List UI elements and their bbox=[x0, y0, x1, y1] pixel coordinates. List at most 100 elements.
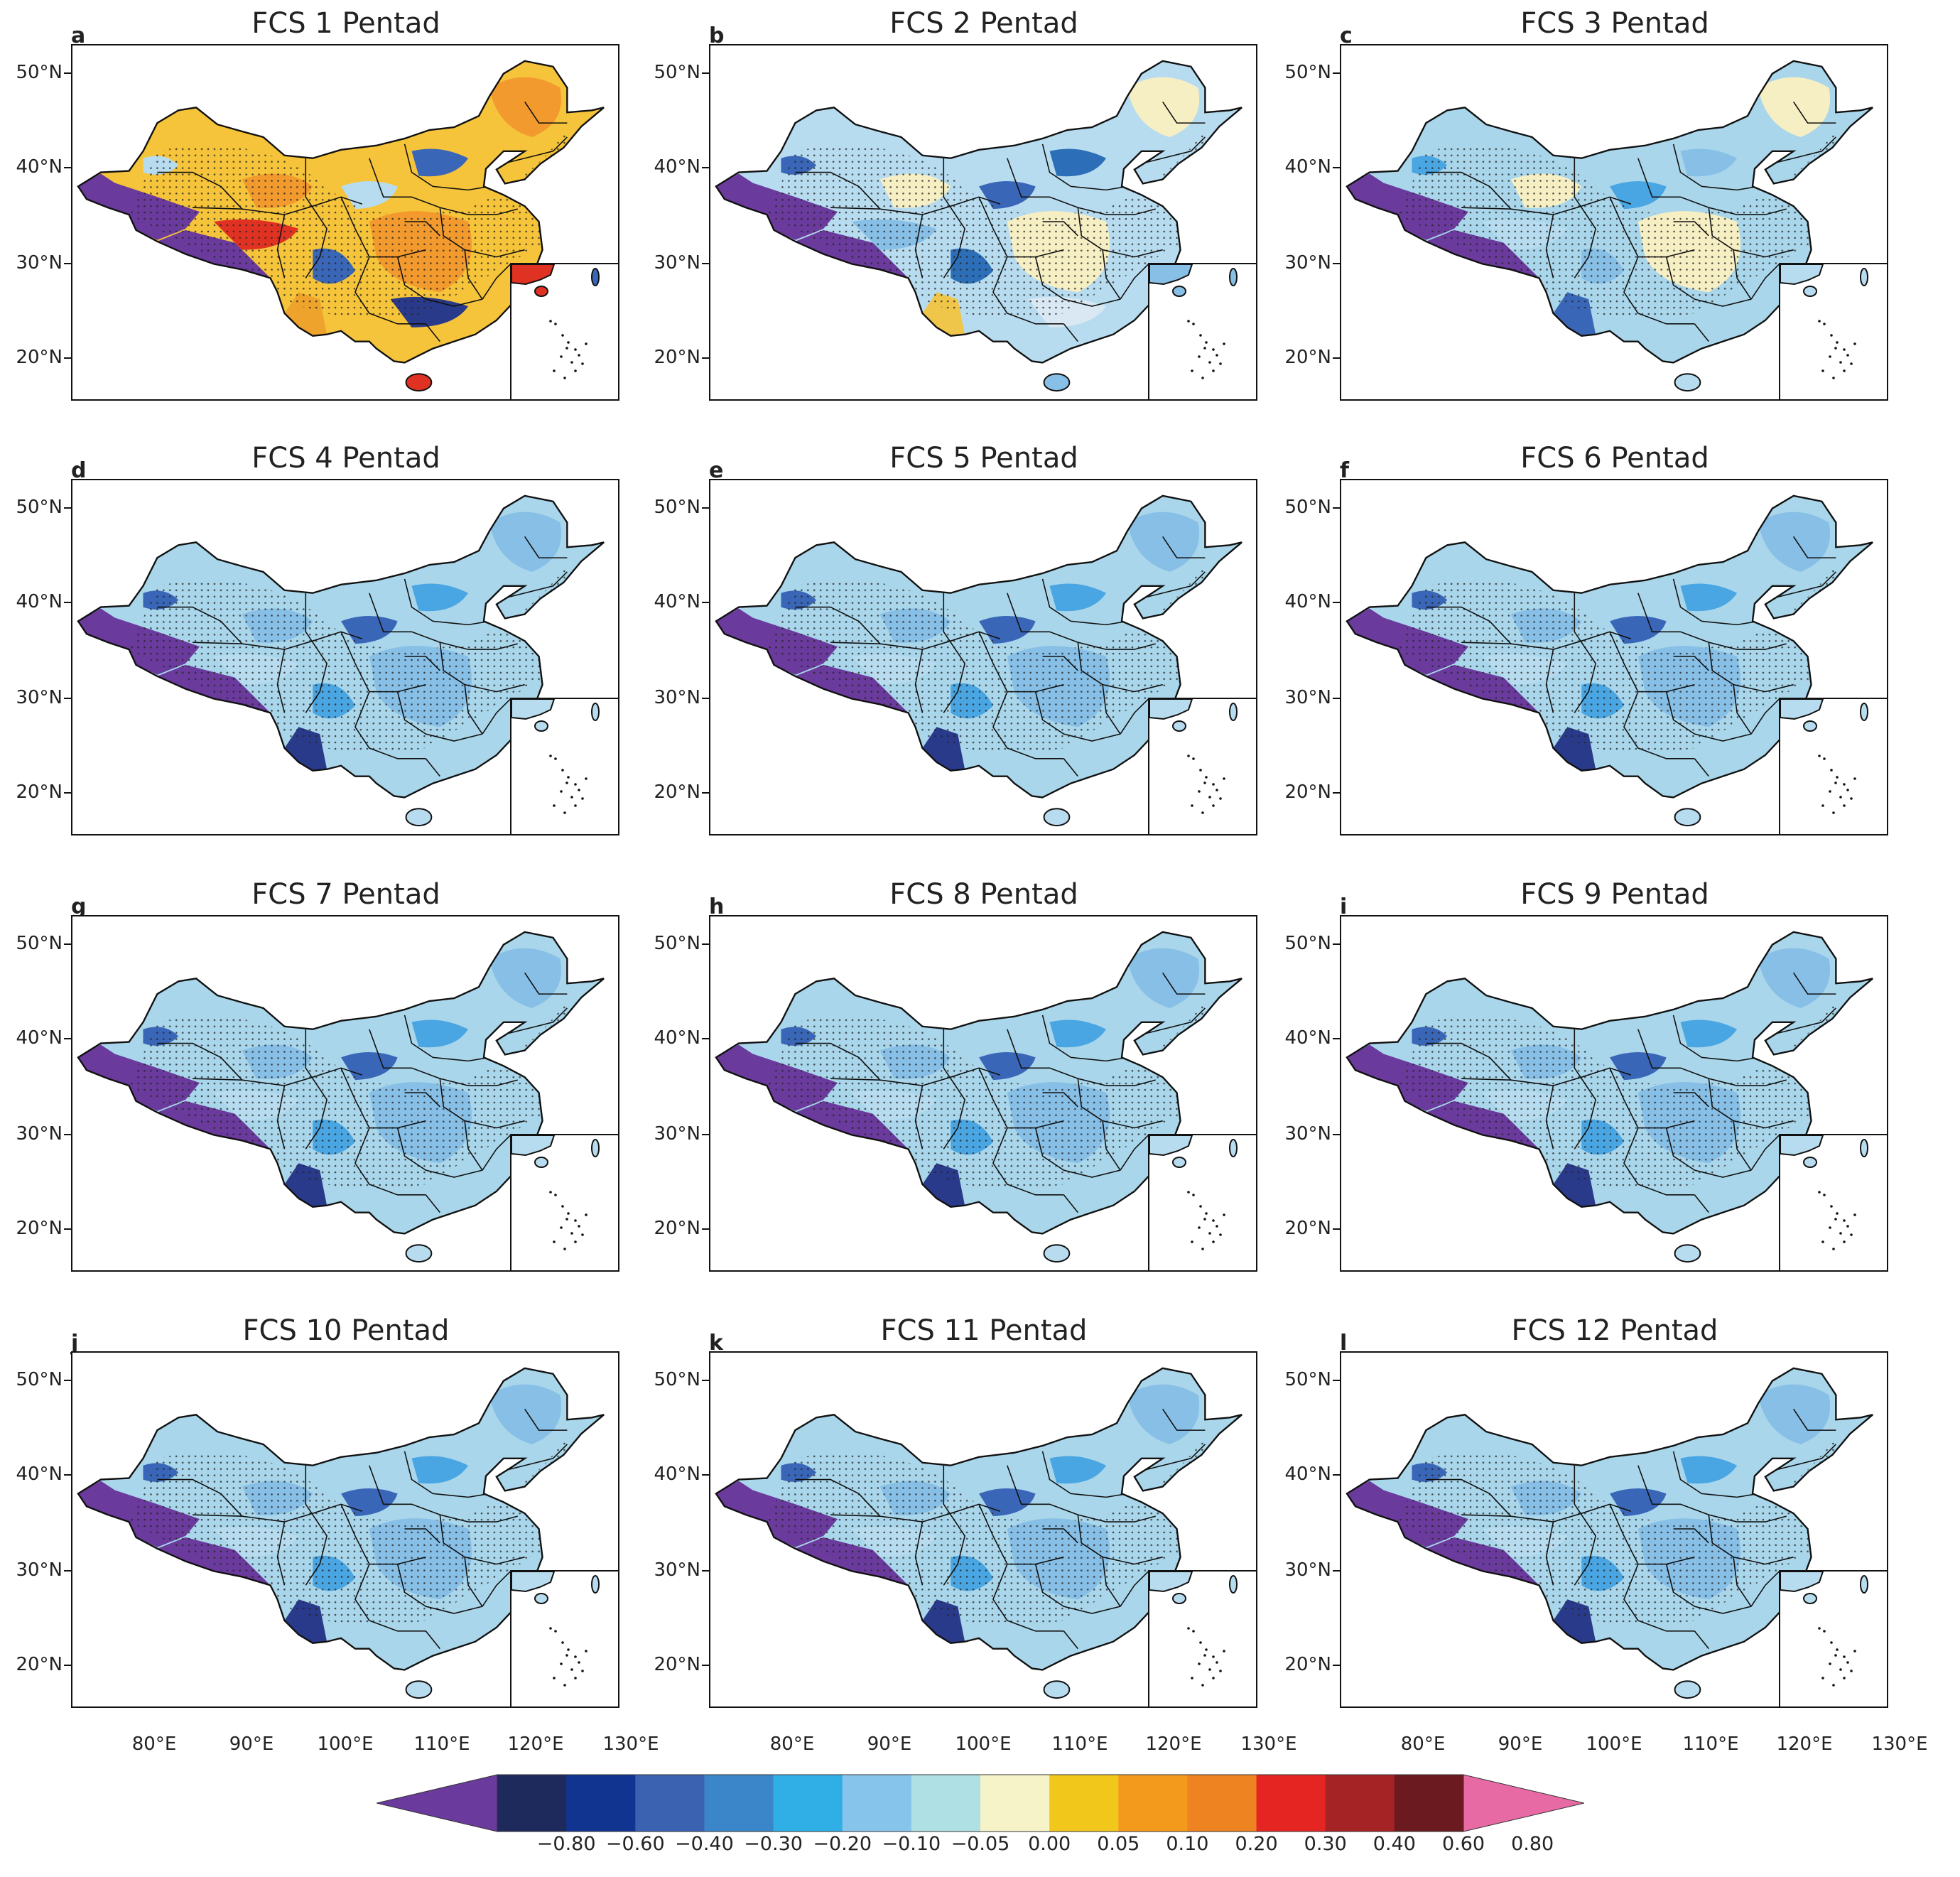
lat-label: 20°N bbox=[1284, 781, 1331, 803]
lat-label: 50°N bbox=[1284, 1369, 1331, 1390]
field-patch bbox=[489, 512, 562, 572]
province-boundary bbox=[914, 1521, 924, 1586]
province-boundary bbox=[496, 1007, 568, 1037]
country-outline bbox=[715, 60, 1242, 364]
province-boundary bbox=[468, 1515, 518, 1522]
province-boundary bbox=[1162, 101, 1206, 124]
province-boundary bbox=[1665, 1127, 1752, 1178]
lat-label: 50°N bbox=[654, 497, 700, 518]
province-boundary bbox=[1120, 1134, 1149, 1171]
province-boundary bbox=[830, 631, 1001, 650]
lon-label: 120°E bbox=[507, 1733, 564, 1755]
province-boundary bbox=[464, 684, 483, 735]
lat-tick bbox=[1333, 357, 1340, 359]
colorbar-segment bbox=[1187, 1775, 1257, 1832]
lat-label: 30°N bbox=[16, 1123, 63, 1145]
colorbar: −0.80 −0.60 −0.40 −0.30 −0.20 −0.10 −0.05 0.00 0… bbox=[376, 1773, 1585, 1866]
province-boundary bbox=[1733, 249, 1752, 300]
colorbar-tick-label: 0.05 bbox=[1097, 1833, 1140, 1855]
province-boundary bbox=[404, 1092, 440, 1108]
lat-label: 50°N bbox=[1284, 933, 1331, 954]
lat-label: 40°N bbox=[1284, 156, 1331, 178]
panel-letter: k bbox=[709, 1331, 723, 1356]
province-boundary bbox=[830, 1067, 1001, 1086]
colorbar-tick-label: −0.20 bbox=[813, 1833, 872, 1855]
province-boundary bbox=[1102, 249, 1121, 300]
field-patch bbox=[1049, 148, 1107, 177]
province-boundary bbox=[992, 1564, 1064, 1632]
lat-tick bbox=[1333, 943, 1340, 945]
province-boundary bbox=[1623, 691, 1695, 759]
province-boundary bbox=[369, 593, 469, 650]
field-patch bbox=[1680, 1019, 1738, 1048]
lat-tick bbox=[1333, 1380, 1340, 1381]
province-boundary bbox=[1737, 1515, 1787, 1522]
lat-tick bbox=[64, 357, 71, 359]
map-frame bbox=[1340, 1351, 1888, 1708]
lat-label: 50°N bbox=[654, 1369, 700, 1390]
inset-map bbox=[1149, 1135, 1238, 1250]
province-boundary bbox=[1637, 593, 1738, 650]
province-boundary bbox=[1007, 158, 1107, 215]
south-china-sea-inset bbox=[1148, 698, 1256, 834]
map-frame bbox=[71, 915, 619, 1272]
panel-title: FCS 10 Pentad bbox=[242, 1314, 450, 1347]
lat-label: 40°N bbox=[654, 1027, 700, 1049]
field-patch bbox=[1680, 1456, 1738, 1484]
lat-label: 50°N bbox=[654, 933, 700, 954]
province-boundary bbox=[1106, 1079, 1156, 1086]
country-outline bbox=[1346, 60, 1873, 364]
country-outline bbox=[715, 494, 1242, 799]
province-boundary bbox=[404, 578, 490, 626]
province-boundary bbox=[1637, 1465, 1738, 1522]
inset-map bbox=[1149, 699, 1238, 814]
lat-label: 40°N bbox=[654, 591, 700, 612]
field-patch bbox=[1758, 512, 1831, 572]
panel-title: FCS 3 Pentad bbox=[1520, 7, 1709, 40]
map-frame bbox=[1340, 479, 1888, 835]
province-boundary bbox=[276, 1085, 286, 1150]
lat-tick bbox=[1333, 1134, 1340, 1135]
province-boundary bbox=[1077, 1515, 1163, 1565]
province-boundary bbox=[1461, 631, 1632, 650]
province-boundary bbox=[1750, 263, 1780, 300]
panel-title: FCS 2 Pentad bbox=[889, 7, 1078, 40]
lon-label: 100°E bbox=[1586, 1733, 1642, 1755]
province-boundary bbox=[305, 593, 327, 713]
lat-tick bbox=[64, 698, 71, 699]
province-boundary bbox=[396, 691, 483, 742]
hainan-island bbox=[1043, 1680, 1071, 1699]
province-boundary bbox=[1007, 1465, 1107, 1522]
province-boundary bbox=[1765, 571, 1836, 601]
lat-tick bbox=[64, 1380, 71, 1381]
province-boundary bbox=[425, 1194, 440, 1213]
province-boundary bbox=[193, 196, 363, 215]
province-boundary bbox=[1162, 1408, 1206, 1431]
lon-label: 90°E bbox=[229, 1733, 274, 1755]
province-boundary bbox=[1708, 207, 1794, 258]
map-panel: FCS 8 Pentad h 50°N 40°N 30°N 20°N bbox=[638, 878, 1259, 1272]
lat-tick bbox=[702, 507, 709, 509]
colorbar-tick-label: 0.10 bbox=[1166, 1833, 1209, 1855]
province-boundary bbox=[795, 606, 881, 644]
china-map bbox=[77, 931, 605, 1263]
lat-tick bbox=[64, 943, 71, 945]
lat-label: 30°N bbox=[654, 1123, 700, 1145]
colorbar-segment bbox=[842, 1775, 912, 1832]
province-boundary bbox=[1106, 643, 1156, 650]
map-panel: FCS 3 Pentad c 50°N 40°N 30°N 20°N bbox=[1269, 7, 1890, 401]
province-boundary bbox=[1461, 1503, 1632, 1522]
china-map bbox=[77, 1367, 605, 1699]
colorbar-tick-label: −0.30 bbox=[744, 1833, 803, 1855]
province-boundary bbox=[1793, 101, 1836, 124]
province-boundary bbox=[1623, 1127, 1695, 1196]
map-frame bbox=[709, 44, 1257, 401]
country-outline bbox=[1346, 931, 1873, 1235]
province-boundary bbox=[276, 1521, 286, 1586]
panel-title: FCS 9 Pentad bbox=[1520, 878, 1709, 911]
lat-label: 40°N bbox=[654, 1464, 700, 1485]
lon-axis: 80°E 90°E 100°E 110°E 120°E 130°E bbox=[638, 1733, 1297, 1758]
province-boundary bbox=[425, 323, 440, 342]
province-boundary bbox=[404, 1451, 490, 1498]
